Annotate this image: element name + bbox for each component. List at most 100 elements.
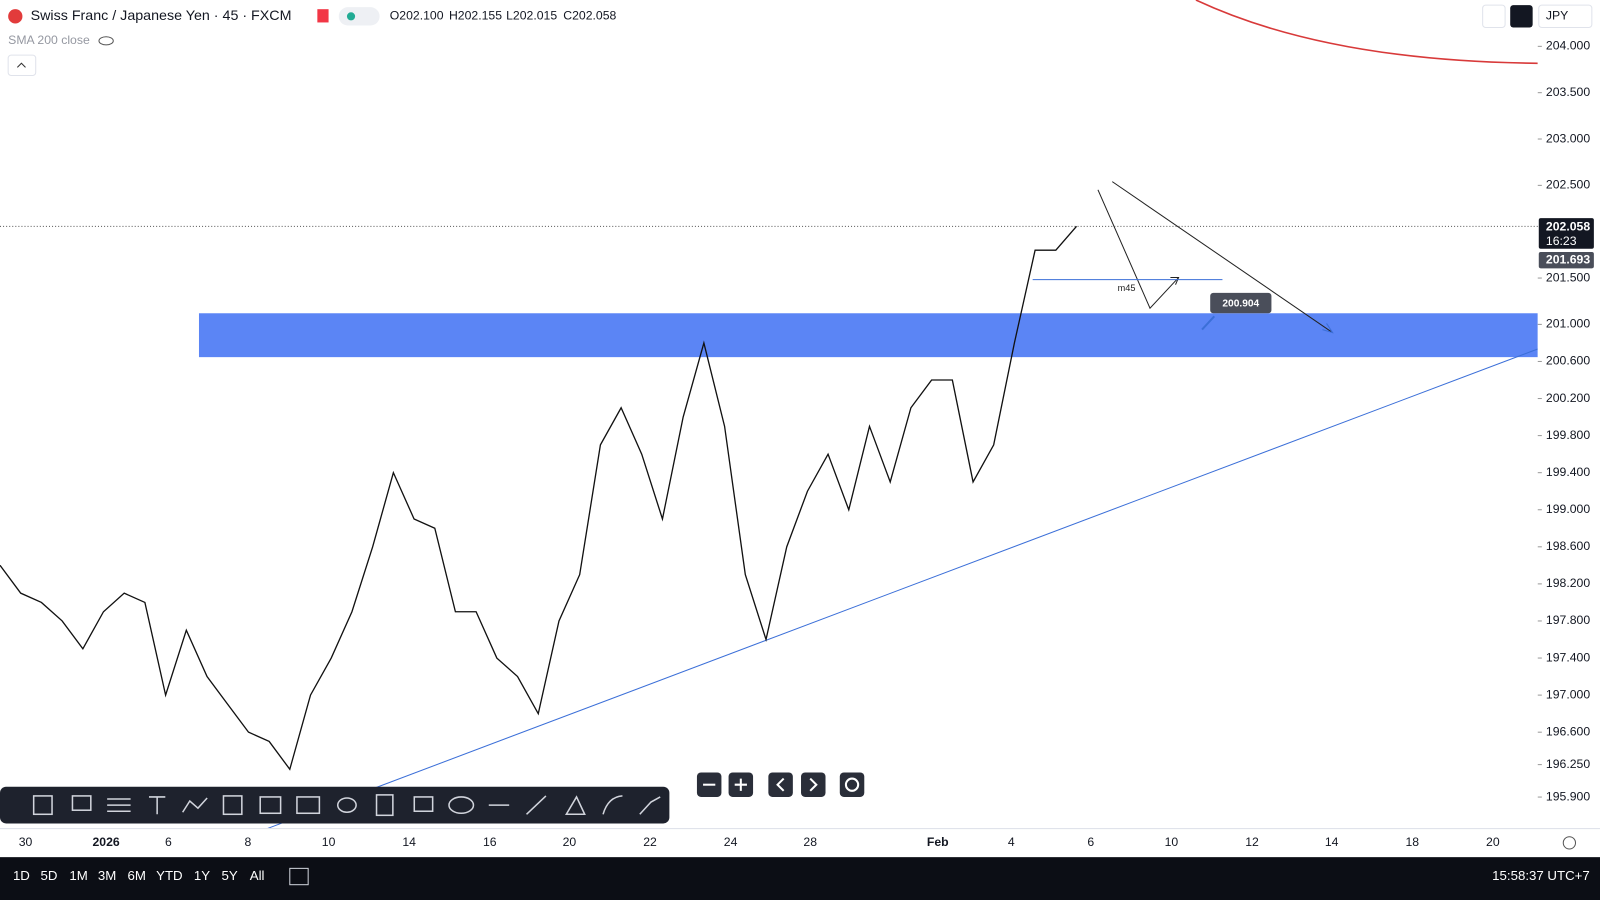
tool-icon[interactable] <box>639 796 661 815</box>
x-tick-label: 12 <box>1245 835 1259 849</box>
bottom-bar <box>0 857 1600 900</box>
date-range-icon[interactable] <box>289 867 309 886</box>
symbol-icon <box>8 9 23 24</box>
tool-icon[interactable] <box>564 795 586 816</box>
range-button[interactable]: 5Y <box>221 868 237 883</box>
range-button[interactable]: 6M <box>128 868 146 883</box>
price-line <box>0 225 1078 771</box>
scroll-right[interactable] <box>801 772 826 797</box>
clock: 15:58:37 UTC+7 <box>1492 868 1590 883</box>
status-pill <box>338 7 380 26</box>
callout-text: 200.904 <box>1222 298 1259 309</box>
y-tick-label: 197.000 <box>1546 687 1590 701</box>
x-tick-label: Feb <box>927 835 949 849</box>
symbol-title[interactable]: Swiss Franc / Japanese Yen · 45 · FXCM <box>31 8 292 24</box>
y-tick-label: 204.000 <box>1546 39 1590 53</box>
range-button[interactable]: All <box>250 868 265 883</box>
x-tick-label: 30 <box>19 835 33 849</box>
ohlc-value: L202.015 <box>506 9 557 23</box>
currency-button[interactable] <box>1538 4 1593 29</box>
supply-zone <box>198 313 1538 358</box>
tool-icon[interactable] <box>182 797 208 813</box>
range-button[interactable]: 1D <box>13 868 30 883</box>
x-tick-label: 28 <box>803 835 817 849</box>
tool-icon[interactable] <box>413 796 434 812</box>
y-tick-label: 199.400 <box>1546 465 1590 479</box>
tool-icon[interactable] <box>336 797 357 814</box>
sma-price-badge <box>1538 251 1594 269</box>
tool-icon[interactable] <box>71 795 92 811</box>
y-tick-label: 195.900 <box>1546 789 1590 803</box>
flag <box>317 9 329 23</box>
y-tick-label: 197.400 <box>1546 650 1590 664</box>
settings-icon[interactable] <box>1562 836 1577 850</box>
countdown: 16:23 <box>1546 234 1577 248</box>
y-tick-label: 203.000 <box>1546 131 1590 145</box>
arrow-head <box>1322 323 1334 334</box>
range-button[interactable]: 5D <box>41 868 58 883</box>
y-tick-label: 196.250 <box>1546 757 1590 771</box>
ohlc-value: H202.155 <box>449 9 502 23</box>
tool-icon[interactable] <box>222 795 243 816</box>
range-button[interactable]: 1Y <box>194 868 210 883</box>
y-tick-label: 199.000 <box>1546 502 1590 516</box>
projection-line <box>1111 181 1333 334</box>
y-tick-label: 198.200 <box>1546 576 1590 590</box>
tool-icon[interactable] <box>375 794 394 817</box>
drawing-toolbar <box>0 786 670 824</box>
tool-icon[interactable] <box>32 795 53 816</box>
price-axis <box>1537 0 1600 829</box>
icon <box>844 777 860 792</box>
tool-icon[interactable] <box>526 795 547 815</box>
x-tick-label: 18 <box>1405 835 1419 849</box>
range-button[interactable]: 1M <box>69 868 87 883</box>
download-button[interactable] <box>1482 4 1506 29</box>
y-tick-label: 203.500 <box>1546 85 1590 99</box>
icon <box>734 778 747 791</box>
label-pointer <box>1201 315 1216 331</box>
trend-line <box>267 348 1538 830</box>
tool-icon[interactable] <box>259 796 282 815</box>
sync-button[interactable] <box>1510 5 1533 28</box>
y-tick-label: 197.800 <box>1546 613 1590 627</box>
scroll-left[interactable] <box>768 772 793 797</box>
y-tick-label: 201.000 <box>1546 317 1590 331</box>
y-tick-label: 201.500 <box>1546 270 1590 284</box>
visibility-icon[interactable] <box>98 36 114 46</box>
x-tick-label: 14 <box>1325 835 1339 849</box>
range-button[interactable]: 3M <box>98 868 116 883</box>
price-callout <box>1210 292 1272 314</box>
status-dot <box>346 12 356 21</box>
ohlc-value: C202.058 <box>563 9 616 23</box>
y-tick-label: 200.200 <box>1546 391 1590 405</box>
x-tick-label: 24 <box>724 835 738 849</box>
x-tick-label: 20 <box>563 835 577 849</box>
x-tick-label: 14 <box>402 835 416 849</box>
tool-icon[interactable] <box>148 796 166 815</box>
collapse-button[interactable] <box>7 54 37 77</box>
last-price-label: 202.058 <box>1546 220 1590 234</box>
sma-price-label: 201.693 <box>1546 252 1590 266</box>
icon <box>776 777 785 792</box>
x-tick-label: 20 <box>1486 835 1500 849</box>
reset-chart[interactable] <box>839 772 865 797</box>
indicator-label[interactable]: SMA 200 close <box>8 33 90 47</box>
x-tick-label: 8 <box>245 835 252 849</box>
tool-icon[interactable] <box>296 796 321 815</box>
x-tick-label: 4 <box>1008 835 1015 849</box>
y-tick-label: 196.600 <box>1546 724 1590 738</box>
x-tick-label: 6 <box>165 835 172 849</box>
projection-path <box>1097 189 1179 310</box>
chevron <box>16 62 26 68</box>
currency[interactable]: JPY <box>1546 9 1568 23</box>
tool-icon[interactable] <box>602 795 623 815</box>
x-tick-label: 22 <box>643 835 657 849</box>
y-tick-label: 199.800 <box>1546 428 1590 442</box>
tool-icon[interactable] <box>448 796 475 815</box>
timeframe-note: m45 <box>1118 283 1136 293</box>
range-button[interactable]: YTD <box>156 868 183 883</box>
y-tick-label: 198.600 <box>1546 539 1590 553</box>
x-tick-label: 16 <box>483 835 497 849</box>
